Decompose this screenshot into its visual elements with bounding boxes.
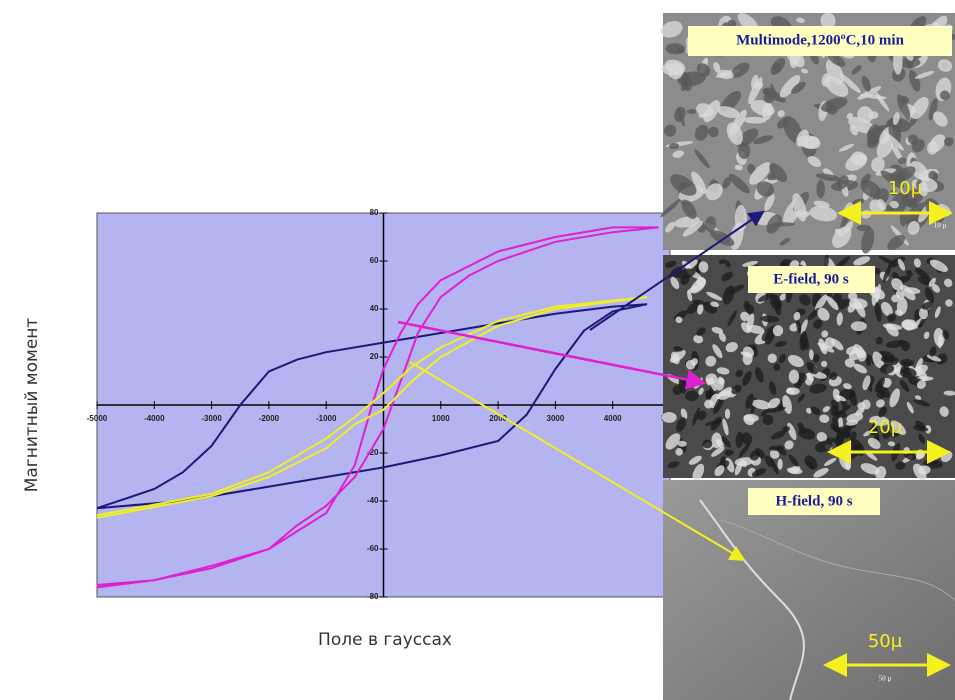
- panel-title: Multimode,1200ºC,10 min: [736, 32, 905, 48]
- y-tick-label: -80: [367, 592, 379, 601]
- panel-title: H-field, 90 s: [775, 493, 852, 509]
- x-axis-label: Поле в гауссах: [318, 630, 452, 650]
- scale-small: 10 μ: [934, 222, 947, 230]
- y-tick-label: 20: [370, 352, 379, 361]
- sem-panels: Multimode,1200ºC,10 min E-field, 90 s H-…: [658, 10, 955, 700]
- grain: [816, 180, 825, 198]
- scale-label: 20μ: [868, 417, 903, 438]
- x-tick-label: 1000: [432, 414, 450, 423]
- y-axis-label: Магнитный момент: [22, 318, 42, 493]
- y-tick-label: -60: [367, 544, 379, 553]
- x-tick-label: 4000: [604, 414, 622, 423]
- x-tick-label: -4000: [144, 414, 165, 423]
- grain: [851, 321, 867, 331]
- y-tick-label: 60: [370, 256, 379, 265]
- x-tick-label: -3000: [201, 414, 222, 423]
- grain: [786, 387, 800, 395]
- y-tick-label: 80: [370, 208, 379, 217]
- scale-label: 10μ: [888, 178, 923, 199]
- scale-small: 50 μ: [879, 675, 892, 683]
- grain: [881, 355, 896, 363]
- grain: [725, 409, 730, 419]
- x-tick-label: -5000: [87, 414, 108, 423]
- page: Магнитный момент Поле в гауссах -5000 -40…: [0, 0, 955, 700]
- grain: [777, 459, 782, 470]
- y-tick-label: 40: [370, 304, 379, 313]
- x-tick-label: -1000: [316, 414, 337, 423]
- scale-label: 50μ: [868, 631, 903, 652]
- x-tick-label: -2000: [259, 414, 280, 423]
- panel-title: E-field, 90 s: [773, 271, 849, 287]
- y-tick-label: -40: [367, 496, 379, 505]
- plot: -5000-4000-3000-2000-1000100020003000400…: [87, 208, 680, 601]
- x-tick-label: 3000: [547, 414, 565, 423]
